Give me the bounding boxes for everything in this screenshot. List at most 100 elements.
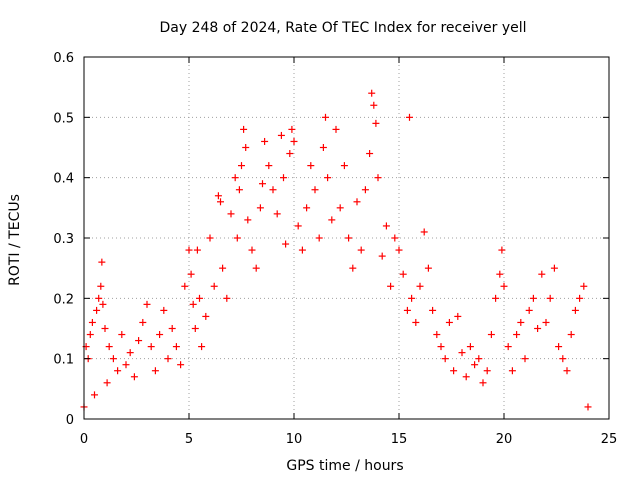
data-point [567, 331, 575, 339]
data-point [374, 174, 382, 182]
y-tick-labels: 0 0.1 0.2 0.3 0.4 0.5 0.6 [53, 51, 74, 428]
data-point [109, 355, 117, 363]
data-point [357, 246, 365, 254]
data-point [240, 125, 248, 133]
data-point [517, 318, 525, 326]
data-point [340, 162, 348, 170]
data-point [101, 325, 109, 332]
y-axis-title: ROTI / TECUs [7, 194, 23, 286]
data-point [227, 210, 235, 218]
axis-ticks [83, 56, 610, 420]
data-point [576, 294, 584, 302]
data-point [147, 343, 155, 351]
data-point [307, 162, 315, 170]
data-point [563, 367, 571, 375]
data-point [454, 312, 462, 320]
data-point [324, 174, 332, 182]
data-point [156, 331, 164, 339]
data-point [99, 300, 107, 308]
data-point [248, 246, 256, 254]
data-point [433, 331, 441, 339]
chart-title: Day 248 of 2024, Rate Of TEC Index for r… [159, 20, 526, 36]
x-axis-title: GPS time / hours [286, 458, 403, 474]
data-point [315, 234, 323, 242]
scatter-points [80, 89, 592, 411]
data-point [504, 343, 512, 351]
data-point [151, 367, 159, 375]
y-tick-label: 0.4 [53, 172, 74, 187]
data-point [370, 101, 378, 109]
data-point [202, 312, 210, 320]
data-point [471, 361, 479, 369]
data-point [538, 270, 546, 278]
data-point [584, 403, 592, 411]
data-point [475, 355, 483, 363]
data-point [399, 270, 407, 278]
data-point [311, 186, 319, 194]
data-point [525, 306, 533, 314]
data-point [345, 234, 353, 242]
data-point [242, 144, 250, 151]
data-point [403, 306, 411, 314]
data-point [95, 294, 103, 302]
data-point [391, 234, 399, 242]
data-point [336, 204, 344, 212]
data-point [450, 367, 458, 375]
data-point [280, 174, 287, 182]
data-point [479, 379, 487, 387]
data-point [303, 204, 311, 212]
data-point [378, 252, 386, 260]
data-point [252, 264, 260, 272]
data-point [542, 318, 550, 326]
data-point [126, 349, 134, 357]
data-point [319, 144, 327, 151]
data-point [500, 282, 508, 290]
data-point [571, 306, 579, 314]
data-point [395, 246, 403, 254]
x-tick-label: 0 [80, 432, 88, 447]
data-point [139, 318, 147, 326]
data-point [187, 270, 195, 278]
data-point [238, 162, 245, 170]
data-point [492, 294, 500, 302]
data-point [521, 355, 529, 363]
x-tick-label: 15 [391, 432, 408, 447]
data-point [98, 258, 106, 266]
data-point [219, 264, 227, 272]
data-point [508, 367, 516, 375]
data-point [135, 337, 143, 345]
data-point [332, 125, 340, 133]
data-point [328, 216, 336, 224]
x-tick-label: 25 [601, 432, 618, 447]
data-point [288, 125, 296, 133]
data-point [198, 343, 206, 351]
data-point [210, 282, 218, 290]
data-point [387, 282, 395, 290]
y-tick-label: 0 [66, 413, 74, 428]
data-point [546, 294, 554, 302]
data-point [550, 264, 558, 272]
data-point [164, 355, 172, 363]
data-point [559, 355, 567, 363]
data-point [233, 234, 241, 242]
data-point [277, 131, 285, 139]
y-tick-label: 0.6 [53, 51, 74, 66]
data-point [498, 246, 506, 254]
grid-lines [84, 57, 609, 419]
data-point [368, 89, 376, 97]
data-point [130, 373, 138, 381]
data-point [265, 162, 273, 170]
data-point [273, 210, 281, 218]
data-point [458, 349, 466, 357]
data-point [185, 246, 193, 254]
y-tick-label: 0.2 [53, 292, 74, 307]
data-point [408, 294, 416, 302]
data-point [298, 246, 306, 254]
data-point [259, 180, 266, 188]
data-point [420, 228, 428, 236]
data-point [424, 264, 432, 272]
x-tick-label: 5 [185, 432, 193, 447]
data-point [214, 192, 222, 200]
data-point [217, 198, 224, 206]
